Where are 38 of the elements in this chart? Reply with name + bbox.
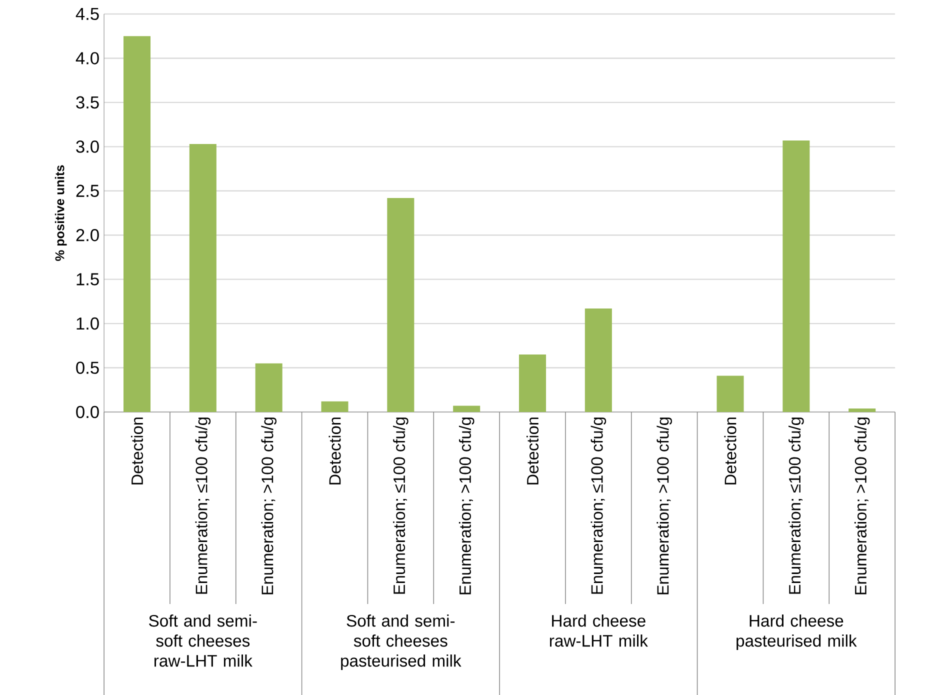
bar [189, 144, 216, 412]
y-tick-label: 2.0 [76, 228, 99, 242]
y-tick-label: 4.0 [76, 52, 99, 64]
bar [716, 376, 744, 412]
x-tick-label: Enumeration; >100 cfu/g [656, 418, 672, 594]
bar [123, 36, 151, 412]
y-axis-title: % positive units [54, 165, 67, 261]
bar [321, 401, 348, 412]
y-tick-label: 3.5 [76, 96, 99, 109]
x-tick-label: Enumeration; >100 cfu/g [854, 418, 870, 594]
x-tick-label: Enumeration; ≤100 cfu/g [590, 418, 606, 594]
bar [848, 408, 876, 412]
text: Soft and semi-soft cheeses pasteurised milk [341, 614, 462, 670]
x-tick-label: Enumeration; ≤100 cfu/g [788, 418, 804, 594]
bar [782, 140, 810, 412]
bar [255, 363, 282, 412]
text: Hard cheese raw-LHT milk [550, 614, 648, 647]
bar [518, 354, 546, 412]
y-tick-label: 1.0 [76, 317, 99, 330]
x-tick-label: Enumeration; >100 cfu/g [261, 418, 276, 594]
y-tick-label: 2.5 [76, 184, 99, 198]
bar [584, 308, 612, 412]
x-tick-label: Detection [526, 418, 539, 484]
x-tick-label: Enumeration; >100 cfu/g [458, 418, 474, 594]
y-tick-label: 0.5 [76, 362, 99, 374]
bar [387, 198, 414, 412]
text: Soft and semi-soft cheeses raw-LHT milk [149, 614, 257, 667]
x-tick-label: Detection [724, 418, 736, 484]
y-tick-label: 4.5 [76, 8, 99, 20]
text: Hard cheese pasteurised milk [736, 614, 857, 650]
x-tick-label: Enumeration; ≤100 cfu/g [393, 418, 408, 594]
x-tick-label: Enumeration; ≤100 cfu/g [195, 418, 211, 594]
x-tick-label: Detection [328, 418, 341, 484]
y-tick-label: 3.0 [76, 140, 99, 153]
x-tick-label: Detection [130, 418, 144, 484]
bar [453, 406, 480, 412]
y-tick-label: 1.5 [76, 273, 99, 286]
y-tick-label: 0.0 [76, 406, 99, 418]
